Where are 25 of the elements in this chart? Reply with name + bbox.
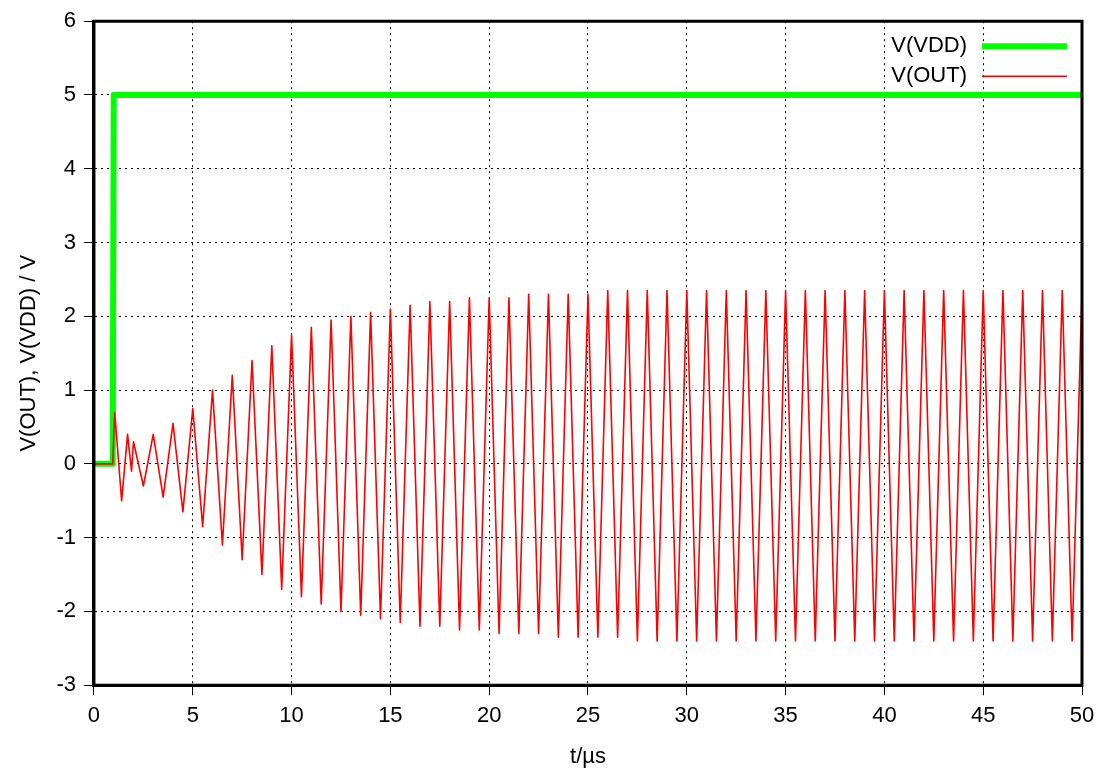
y-tick-label: 0 [63, 449, 76, 475]
y-tick-label: 3 [63, 228, 76, 254]
x-tick-label: 20 [476, 702, 502, 728]
y-tick-label: 1 [63, 376, 76, 402]
y-tick-label: 6 [63, 7, 76, 33]
legend-label: V(VDD) [891, 32, 967, 58]
y-tick-label: -3 [56, 671, 76, 697]
y-axis-title: V(OUT), V(VDD) / V [15, 254, 41, 452]
x-tick-label: 45 [970, 702, 996, 728]
x-tick-label: 35 [773, 702, 798, 728]
x-tick-label: 40 [872, 702, 897, 728]
y-tick-label: 4 [63, 154, 76, 180]
y-tick-label: -1 [56, 523, 76, 549]
y-tick-label: -2 [56, 597, 76, 623]
x-tick-label: 10 [279, 702, 304, 728]
x-tick-label: 15 [378, 702, 403, 728]
x-tick-label: 50 [1069, 702, 1095, 728]
x-tick-label: 5 [186, 702, 199, 728]
legend-label: V(OUT) [891, 62, 967, 88]
y-tick-label: 5 [63, 81, 76, 107]
y-tick-label: 2 [63, 302, 76, 328]
x-tick-label: 30 [674, 702, 700, 728]
x-tick-label: 25 [575, 702, 601, 728]
x-axis-title: t/µs [570, 742, 606, 768]
x-tick-label: 0 [87, 702, 101, 728]
